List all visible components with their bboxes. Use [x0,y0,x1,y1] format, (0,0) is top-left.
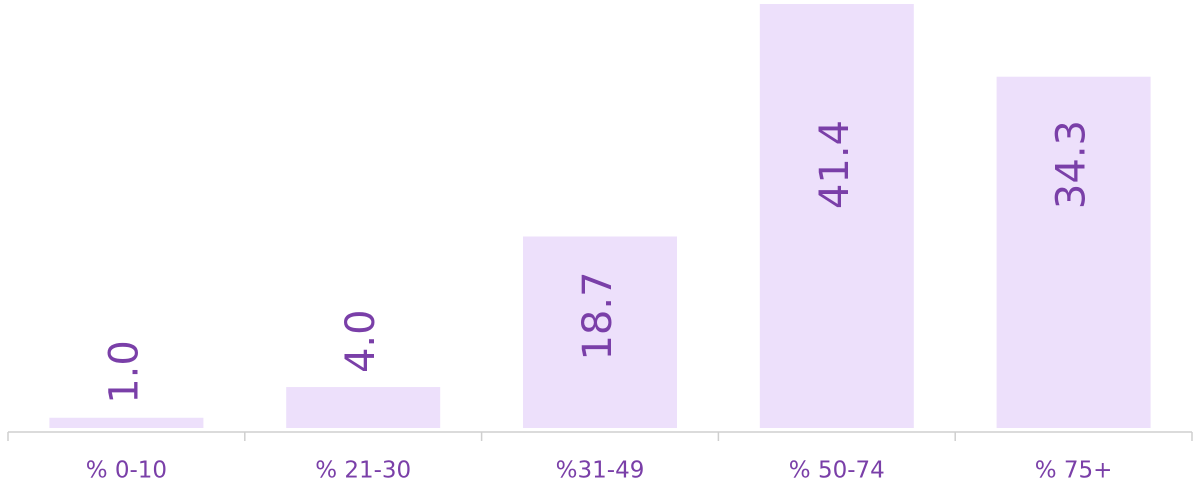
x-tick-label: %31-49 [556,458,645,484]
value-label: 18.7 [575,271,621,360]
x-tick-label: % 50-74 [789,458,885,484]
bar [996,76,1151,429]
bar [523,236,677,428]
bar [759,4,914,428]
value-label: 41.4 [812,120,858,209]
bar [286,387,441,428]
value-label: 1.0 [101,340,147,404]
x-tick-label: % 21-30 [315,458,411,484]
value-label: 4.0 [338,309,384,373]
x-tick-label: % 75+ [1035,458,1113,484]
bar [49,417,204,428]
x-tick-label: % 0-10 [86,458,167,484]
value-label: 34.3 [1049,120,1095,209]
